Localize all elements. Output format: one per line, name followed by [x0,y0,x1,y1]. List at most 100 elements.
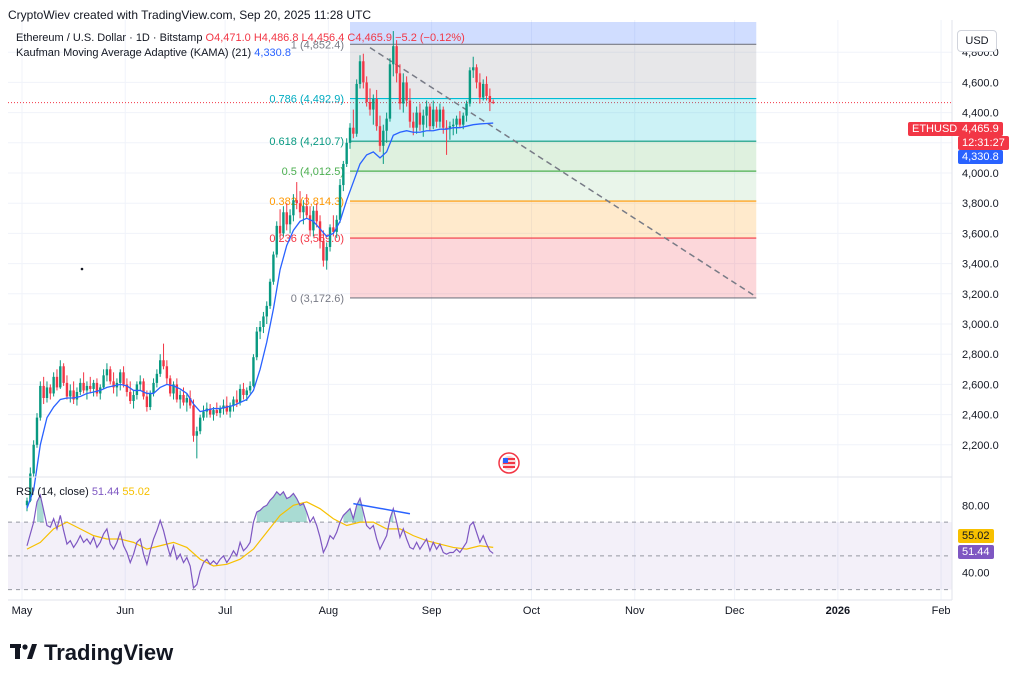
candle-body [458,118,462,125]
rsi-tick-label: 40.00 [962,568,990,580]
candle-body [72,390,75,400]
candle-body [102,375,105,388]
candle-body [188,397,192,406]
time-tick-label: Dec [725,605,745,617]
rsi-divergence-line [353,502,411,515]
rsi-ma-tag: 55.02 [958,529,994,543]
candle-body [29,473,32,501]
candle-body [252,357,255,386]
candle-body [468,70,472,104]
tradingview-brand[interactable]: TradingView [10,640,173,666]
candle-body [258,327,262,332]
candle-body [375,99,378,127]
candle-body [119,372,122,383]
time-tick-label: 2026 [826,605,850,617]
time-tick-label: Aug [319,605,339,617]
rsi-pane [8,490,952,591]
candle-body [89,385,92,389]
candle-body [328,227,332,247]
kama-value: 4,330.8 [254,47,291,59]
candle-body [95,382,99,394]
trendline [369,47,757,298]
kama-label: Kaufman Moving Average Adaptive (KAMA) (… [16,47,252,59]
candle-body [162,360,165,367]
bar-countdown-tag: 12:31:27 [958,136,1009,150]
candle-body [69,390,72,397]
candle-body [215,410,219,414]
kama-tag: 4,330.8 [958,150,1003,164]
candle-body [62,366,65,383]
candle-body [388,64,392,119]
candle-body [172,384,175,394]
candle-body [35,417,39,445]
candle-body [355,83,358,134]
candle-body [465,103,468,116]
candle-body [255,331,258,358]
candle-body [338,185,342,220]
price-tick-label: 2,400.0 [962,410,999,422]
candle-body [82,382,85,391]
currency-selector[interactable]: USD [957,30,997,52]
candle-body [122,372,125,385]
price-tick-label: 3,200.0 [962,289,999,301]
candle-body [278,225,282,234]
candle-body [348,127,352,143]
candle-body [75,391,79,400]
candle-body [159,360,162,374]
time-tick-label: Oct [523,605,540,617]
candle-body [218,408,222,414]
candle-body [248,385,252,391]
candle-body [432,109,435,127]
price-tick-label: 2,800.0 [962,349,999,361]
candle-body [145,396,149,408]
kama-legend[interactable]: Kaufman Moving Average Adaptive (KAMA) (… [16,47,291,59]
price-tick-label: 3,000.0 [962,319,999,331]
price-tick-label: 3,600.0 [962,228,999,240]
candle-body [345,142,348,164]
candle-body [79,382,82,392]
candle-body [322,240,325,261]
economic-event-marker[interactable] [498,452,520,474]
candle-body [112,381,115,388]
candle-body [109,369,112,382]
candle-body [262,316,265,328]
candle-body [265,305,268,317]
candle-body [178,394,182,400]
candle-body [129,391,132,402]
trendline-layer [369,47,757,298]
tradingview-logo-icon [10,640,38,666]
last-price-tag: 4,465.9 [958,122,1003,136]
candle-body [475,67,478,83]
candle-body [225,405,228,412]
candle-body [125,384,129,392]
fib-level-label: 0 (3,172.6) [291,293,344,305]
candle-body [408,100,412,122]
candles-layer [25,31,495,512]
candle-body [455,118,458,125]
candle-body [435,109,438,122]
fib-band [350,141,757,172]
candle-body [395,46,398,74]
candle-body [238,388,242,403]
creator-credit: CryptoWiev created with TradingView.com,… [8,8,372,22]
candle-body [318,221,322,241]
rsi-overbought-fill [256,491,307,523]
candle-body [315,210,318,222]
fib-band [350,238,757,298]
rsi-label: RSI (14, close) [16,486,89,498]
candle-body [142,381,145,397]
rsi-legend[interactable]: RSI (14, close) 51.44 55.02 [16,486,150,498]
candle-body [32,444,35,474]
candle-body [418,112,422,125]
candle-body [282,212,285,234]
candle-body [308,215,312,231]
candle-body [165,366,169,379]
candle-body [492,101,495,103]
candle-body [85,385,89,391]
ohlc-values: O4,471.0 H4,486.8 L4,456.4 C4,465.9 −5.2… [205,32,465,44]
candle-body [139,381,142,385]
candle-body [182,394,185,403]
symbol-legend[interactable]: Ethereum / U.S. Dollar · 1D · Bitstamp O… [16,32,465,44]
